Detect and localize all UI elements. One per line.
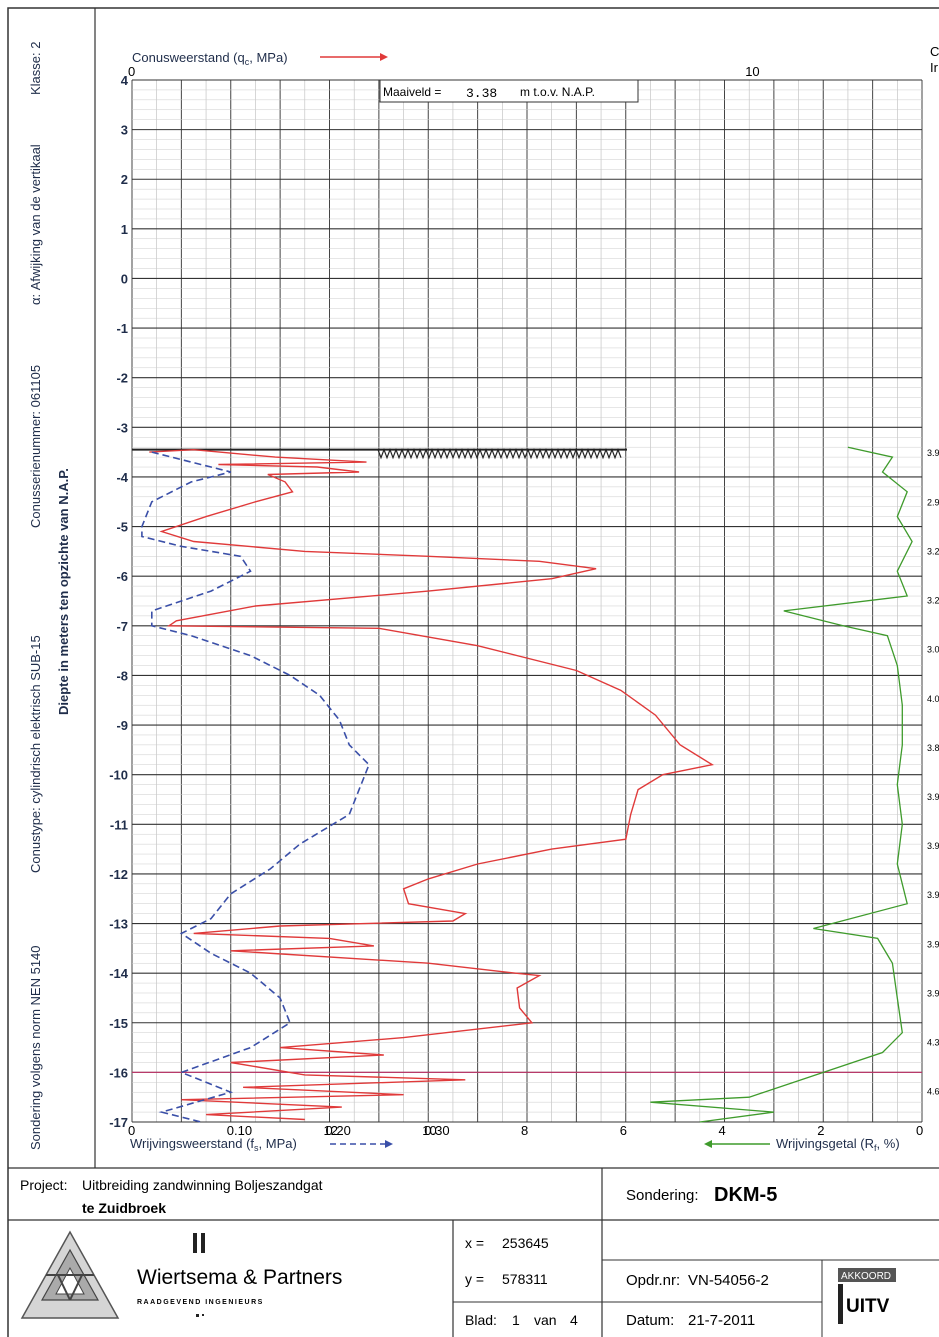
qc-axis-label: Conusweerstand (qc, MPa)	[132, 50, 288, 67]
rf-tick-label: 2	[817, 1123, 824, 1138]
depth-tick-label: -16	[109, 1065, 128, 1080]
depth-tick-label: 2	[121, 172, 128, 187]
depth-tick-label: -3	[116, 420, 128, 435]
right-value-label: 3.8	[927, 743, 939, 753]
rf-tick-label: 6	[620, 1123, 627, 1138]
fs-tick-label: 0.30	[424, 1123, 449, 1138]
depth-tick-label: -15	[109, 1016, 128, 1031]
right-value-label: 2.9	[927, 497, 939, 507]
fs-tick-label: 0.20	[326, 1123, 351, 1138]
depth-tick-label: -6	[116, 569, 128, 584]
sondering-value: DKM-5	[714, 1184, 777, 1206]
right-value-label: 3.9	[927, 841, 939, 851]
approval-stamp: AKKOORD UITV	[838, 1268, 896, 1324]
depth-tick-label: -1	[116, 321, 128, 336]
depth-tick-label: -9	[116, 718, 128, 733]
rf-tick-label: 10	[422, 1123, 436, 1138]
right-value-label: 3.0	[927, 645, 939, 655]
svg-text:UITV: UITV	[846, 1296, 890, 1317]
sidebar-klasse: Klasse: 2	[28, 41, 43, 95]
depth-tick-label: -14	[109, 966, 129, 981]
fs-tick-label: 0.10	[227, 1123, 252, 1138]
rf-tick-label: 0	[916, 1123, 923, 1138]
right-value-label: 3.2	[927, 596, 939, 606]
blad-label: Blad:	[465, 1312, 497, 1328]
svg-text:AKKOORD: AKKOORD	[841, 1271, 891, 1282]
opdr-label: Opdr.nr:	[626, 1272, 680, 1289]
sidebar-diepte: Diepte in meters ten opzichte van N.A.P.	[56, 468, 71, 715]
right-header-2: Ir	[930, 60, 939, 75]
depth-tick-label: -4	[116, 470, 128, 485]
depth-tick-label: -5	[116, 520, 128, 535]
rf-tick-label: 4	[719, 1123, 726, 1138]
rf-tick-label: 8	[521, 1123, 528, 1138]
right-value-label: 3.9	[927, 939, 939, 949]
company-subtitle: RAADGEVEND INGENIEURS	[137, 1299, 264, 1306]
blad-value: 1	[512, 1312, 520, 1328]
depth-tick-label: -7	[116, 619, 128, 634]
depth-tick-label: -12	[109, 867, 128, 882]
right-value-label: 4.0	[927, 694, 939, 704]
depth-tick-label: -13	[109, 917, 128, 932]
right-value-label: 3.9	[927, 890, 939, 900]
right-value-label: 3.9	[927, 988, 939, 998]
right-value-label: 3.9	[927, 448, 939, 458]
blad-van: van	[534, 1312, 557, 1328]
depth-tick-label: -17	[109, 1115, 128, 1130]
sidebar-conusserienummer: Conusserienummer: 061105	[28, 364, 43, 528]
fs-axis-label: Wrijvingsweerstand (fs, MPa)	[130, 1136, 297, 1153]
chart-grid: 43210-1-2-3-4-5-6-7-8-9-10-11-12-13-14-1…	[109, 64, 939, 1138]
y-label: y =	[465, 1271, 484, 1287]
qc-tick-label: 10	[745, 64, 759, 79]
company-logo	[20, 1230, 120, 1319]
datum-value: 21-7-2011	[688, 1312, 755, 1329]
maaiveld-value: 3.38	[466, 86, 497, 101]
depth-tick-label: 3	[121, 123, 128, 138]
blad-total: 4	[570, 1312, 578, 1328]
qc-tick-label: 0	[128, 64, 135, 79]
depth-tick-label: -10	[109, 768, 128, 783]
sidebar-afwijking: α: Afwijking van de vertikaal	[28, 144, 43, 305]
opdr-value: VN-54056-2	[688, 1272, 769, 1289]
x-label: x =	[465, 1235, 484, 1251]
y-value: 578311	[502, 1271, 548, 1287]
right-value-label: 3.9	[927, 792, 939, 802]
surface-hatch	[377, 447, 622, 460]
sidebar-conustype: Conustype: cylindrisch elektrisch SUB-15	[28, 635, 43, 873]
depth-tick-label: 1	[121, 222, 128, 237]
x-value: 253645	[502, 1235, 549, 1251]
chart-curves	[141, 446, 913, 1123]
depth-tick-label: 4	[121, 73, 129, 88]
fs-curve	[141, 451, 370, 1123]
datum-label: Datum:	[626, 1312, 674, 1329]
maaiveld-label: Maaiveld =	[383, 85, 441, 99]
sondering-label: Sondering:	[626, 1187, 699, 1204]
maaiveld-unit: m t.o.v. N.A.P.	[520, 85, 595, 99]
sidebar-norm: Sondering volgens norm NEN 5140	[28, 945, 43, 1150]
depth-tick-label: -2	[116, 371, 128, 386]
right-header: C	[930, 44, 939, 59]
rf-tick-label: 12	[324, 1123, 338, 1138]
company-name: Wiertsema & Partners	[137, 1266, 342, 1289]
right-value-label: 3.2	[927, 546, 939, 556]
project-line-1: Uitbreiding zandwinning Boljeszandgat	[82, 1177, 323, 1193]
depth-tick-label: 0	[121, 271, 128, 286]
rf-axis-label: Wrijvingsgetal (Rf, %)	[776, 1136, 900, 1153]
fs-tick-label: 0	[128, 1123, 135, 1138]
right-value-label: 4.3	[927, 1038, 939, 1048]
project-line-2: te Zuidbroek	[82, 1200, 166, 1216]
depth-tick-label: -11	[110, 817, 128, 832]
project-label: Project:	[20, 1177, 67, 1193]
depth-tick-label: -8	[116, 668, 128, 683]
qc-curve	[149, 448, 715, 1121]
rf-curve	[650, 446, 913, 1123]
right-value-label: 4.6	[927, 1087, 939, 1097]
